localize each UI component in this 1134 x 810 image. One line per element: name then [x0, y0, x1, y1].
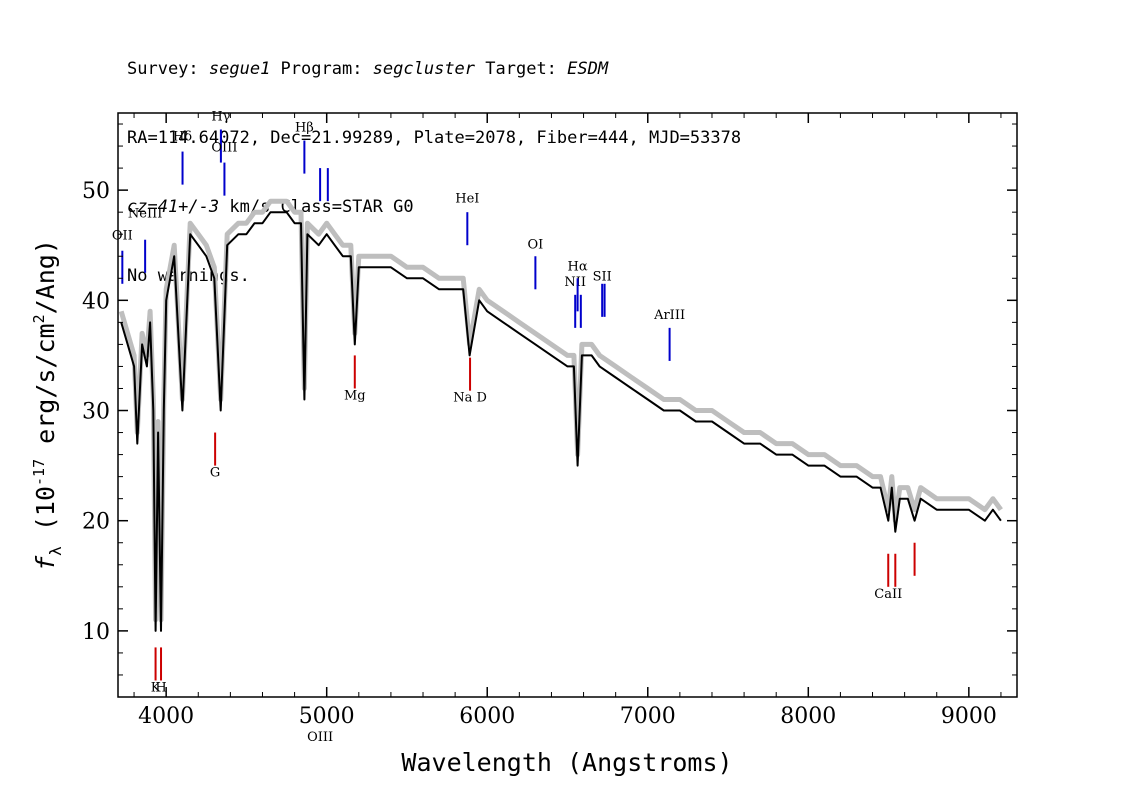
- absorption-line-label: Mg: [344, 388, 366, 403]
- y-tick-label: 20: [82, 510, 110, 535]
- y-tick-label: 30: [82, 400, 110, 425]
- y-axis-exponent: -17: [30, 459, 48, 486]
- emission-line-label: OI: [527, 238, 543, 253]
- y-tick-label: 40: [82, 289, 110, 314]
- x-tick-label: 4000: [138, 704, 194, 729]
- x-tick-label: 5000: [299, 704, 355, 729]
- spectrum-header: Survey: segue1 Program: segcluster Targe…: [127, 12, 1027, 311]
- plot-frame: [117, 112, 1018, 698]
- absorption-line-label: Na D: [453, 391, 487, 406]
- survey-value: segue1: [208, 59, 271, 79]
- absorption-line-label: K: [151, 680, 161, 695]
- program-label: Program:: [270, 59, 373, 79]
- x-tick-label: 8000: [780, 704, 836, 729]
- x-tick-label: 6000: [459, 704, 515, 729]
- y-axis-lambda: λ: [46, 546, 65, 556]
- y-axis-f: f: [31, 555, 60, 571]
- emission-line-label: Hβ: [295, 121, 314, 136]
- x-tick-label: 7000: [620, 704, 676, 729]
- emission-line-label: OIII: [211, 141, 237, 156]
- absorption-line-label: G: [210, 466, 220, 481]
- x-axis-title: Wavelength (Angstroms): [401, 748, 732, 777]
- y-axis-sq: 2: [30, 314, 48, 323]
- emission-line-label: SII: [593, 269, 612, 284]
- flux-error-band: [118, 198, 1003, 623]
- y-axis-unit-mid: erg/s/cm: [31, 323, 60, 458]
- target-label: Target:: [475, 59, 568, 79]
- emission-line-label: OII: [112, 229, 133, 244]
- emission-line-label: HeI: [455, 191, 479, 206]
- y-axis-unit-end: /Ang): [31, 239, 60, 314]
- program-value: segcluster: [372, 59, 476, 79]
- absorption-line-label: CaII: [874, 587, 902, 602]
- emission-line-label: NeIII: [128, 207, 162, 222]
- emission-line-label: Hδ: [173, 130, 192, 145]
- survey-label: Survey:: [127, 59, 209, 79]
- emission-line-label: Hα: [568, 260, 588, 275]
- y-axis-unit-open: (10: [31, 486, 60, 546]
- y-axis-title: fλ (10-17 erg/s/cm2/Ang): [30, 239, 65, 571]
- emission-line-label: NII: [564, 275, 586, 290]
- redshift-value: cz=41+/-3: [127, 197, 220, 217]
- y-tick-label: 50: [82, 179, 110, 204]
- emission-line-label: OIII: [307, 730, 333, 745]
- emission-line-label: ArIII: [653, 308, 685, 323]
- ticks-layer: 4000 5000 6000 7000 8000 9000 10 20 30 40 50: [82, 113, 1017, 729]
- target-value: ESDM: [567, 59, 609, 79]
- header-line-1: Survey: segue1 Program: segcluster Targe…: [127, 58, 1027, 81]
- y-tick-label: 10: [82, 620, 110, 645]
- flux-spectrum-line: [120, 211, 1002, 632]
- y-axis-title-group: fλ (10-17 erg/s/cm2/Ang): [30, 239, 65, 571]
- series-layer: [118, 198, 1003, 632]
- x-tick-label: 9000: [941, 704, 997, 729]
- absorption-line-label: H: [155, 680, 166, 695]
- emission-line-label: Hγ: [211, 110, 230, 125]
